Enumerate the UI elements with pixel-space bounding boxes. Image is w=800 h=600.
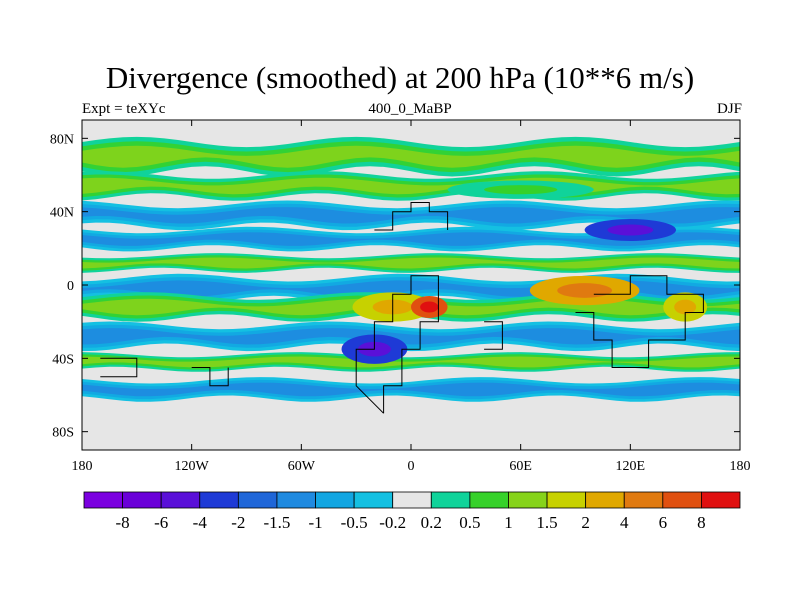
colorbar-label: -4 <box>193 513 208 532</box>
map-plot <box>82 120 740 450</box>
colorbar-label: -0.5 <box>341 513 368 532</box>
colorbar-label: -0.2 <box>379 513 406 532</box>
colorbar-label: 2 <box>581 513 590 532</box>
colorbar-label: -1.5 <box>263 513 290 532</box>
contour-blob <box>674 299 697 315</box>
coastline <box>484 321 503 350</box>
colorbar-swatch <box>469 491 509 509</box>
y-tick-label: 40S <box>52 352 74 367</box>
x-tick-label: 120E <box>616 459 646 474</box>
colorbar-label: 0.5 <box>459 513 480 532</box>
colorbar-label: 4 <box>620 513 629 532</box>
colorbar-label: -8 <box>116 513 130 532</box>
colorbar-label: 1 <box>504 513 513 532</box>
coastline <box>191 367 229 387</box>
contour-band <box>82 356 740 368</box>
contour-blob <box>607 224 654 236</box>
colorbar-swatch <box>508 491 548 509</box>
colorbar-swatch <box>122 491 162 509</box>
contour-blob <box>557 283 613 298</box>
contour-band <box>82 207 740 224</box>
coastline <box>100 357 138 378</box>
y-tick-label: 80S <box>52 426 74 441</box>
colorbar-swatch <box>623 491 664 509</box>
contour-blob <box>420 301 439 313</box>
colorbar-label: 6 <box>659 513 668 532</box>
colorbar-label: -2 <box>231 513 245 532</box>
colorbar-label: 0.2 <box>421 513 442 532</box>
colorbar-swatch <box>585 491 625 509</box>
coastline-overlay <box>100 202 704 414</box>
colorbar-swatch <box>392 491 432 509</box>
x-tick-label: 180 <box>730 459 751 474</box>
colorbar-label: -1 <box>308 513 322 532</box>
contour-band <box>82 382 740 397</box>
colorbar-swatch <box>353 491 394 509</box>
contour-blob <box>484 185 558 195</box>
colorbar-label: -6 <box>154 513 168 532</box>
colorbar-swatch <box>160 491 201 509</box>
colorbar-swatch <box>276 491 316 509</box>
x-tick-label: 60E <box>509 459 532 474</box>
colorbar: -8 -6 -4 -2 -1.5 -1 -0.5 -0.2 0.2 0.5 1 1.5 2 4 6 8 <box>83 491 741 532</box>
coastline <box>575 275 704 368</box>
colorbar-swatch <box>199 491 239 509</box>
colorbar-swatch <box>546 491 587 509</box>
experiment-label: Expt = teXYc <box>82 101 166 117</box>
y-tick-label: 80N <box>50 132 74 147</box>
colorbar-swatch <box>430 491 471 509</box>
colorbar-label: 8 <box>697 513 706 532</box>
colorbar-swatch <box>315 491 355 509</box>
y-tick-label: 0 <box>67 279 74 294</box>
colorbar-swatch <box>662 491 702 509</box>
y-tick-label: 40N <box>50 206 74 221</box>
x-tick-label: 120W <box>175 459 210 474</box>
season-label: DJF <box>716 101 742 117</box>
x-tick-label: 0 <box>408 459 415 474</box>
x-axis: 180 120W 60W 0 60E 120E 180 <box>72 120 751 474</box>
plot-title: Divergence (smoothed) at 200 hPa (10**6 … <box>105 60 695 95</box>
colorbar-swatch <box>701 491 741 509</box>
x-tick-label: 180 <box>72 459 93 474</box>
contour-band <box>82 328 740 345</box>
colorbar-swatch <box>237 491 278 509</box>
period-label: 400_0_MaBP <box>368 101 452 117</box>
coastline <box>374 202 449 231</box>
contour-band <box>82 145 740 168</box>
x-tick-label: 60W <box>288 459 316 474</box>
colorbar-swatch <box>83 491 123 509</box>
coastline <box>355 275 439 414</box>
contour-band <box>82 232 740 246</box>
colorbar-label: 1.5 <box>536 513 557 532</box>
contour-band <box>82 257 740 269</box>
y-axis: 80N 40N 0 40S 80S <box>50 132 740 441</box>
